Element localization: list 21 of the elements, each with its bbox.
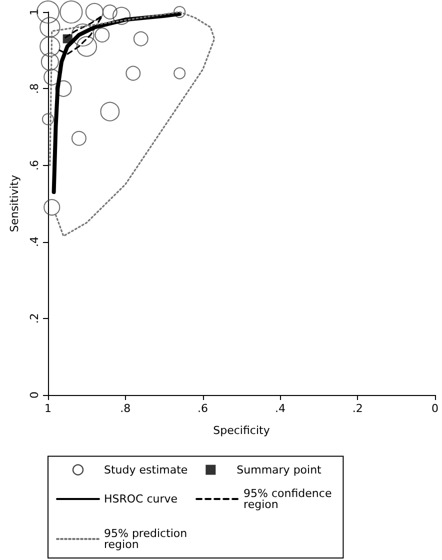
x-tick-label: 1 bbox=[44, 402, 52, 415]
line-series bbox=[49, 11, 216, 237]
x-axis-title: Specificity bbox=[213, 424, 270, 437]
x-tick-label: .8 bbox=[120, 402, 131, 415]
x-tick-label: .6 bbox=[198, 402, 208, 415]
x-tick-label: .2 bbox=[352, 402, 363, 415]
line-series bbox=[58, 15, 103, 55]
y-tick-label: .6 bbox=[28, 160, 41, 170]
y-tick-label: .2 bbox=[28, 313, 41, 324]
legend-label: 95% prediction region bbox=[104, 527, 191, 551]
legend-label: Study estimate bbox=[104, 463, 188, 476]
legend-label: Summary point bbox=[236, 463, 322, 476]
y-tick-label: 1 bbox=[28, 8, 41, 16]
x-tick-label: 0 bbox=[432, 402, 438, 415]
x-tick-label: .4 bbox=[274, 402, 286, 415]
y-tick-label: 0 bbox=[28, 392, 41, 398]
y-tick-label: .4 bbox=[28, 236, 41, 248]
legend-label: HSROC curve bbox=[104, 492, 178, 506]
y-tick-label: .8 bbox=[28, 83, 41, 94]
legend-label: 95% confidence region bbox=[244, 487, 336, 511]
y-axis-title: Sensitivity bbox=[8, 174, 21, 232]
